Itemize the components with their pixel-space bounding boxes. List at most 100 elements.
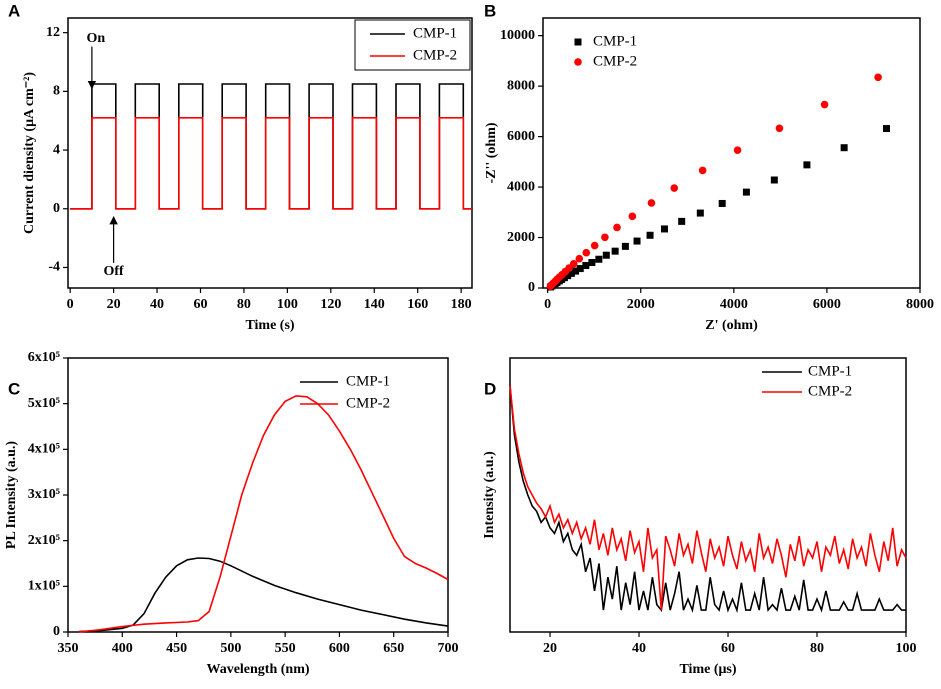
- point: [670, 184, 679, 192]
- point: [660, 225, 668, 233]
- x-tick-label: 80: [237, 297, 251, 312]
- y-tick-label: 0: [528, 280, 535, 295]
- point: [733, 146, 742, 155]
- plot-frame: [542, 17, 921, 289]
- point: [742, 188, 750, 196]
- point: [582, 248, 591, 257]
- x-tick-label: 80: [810, 641, 824, 656]
- point: [698, 166, 707, 175]
- legend-swatch: [574, 38, 582, 46]
- series-line: [509, 385, 907, 611]
- panel: A 0 20 40 60 80 100 120 140 160 180 -4 0 4 8 12 Time (s)…: [8, 1, 473, 333]
- panel-label: A: [8, 1, 20, 20]
- y-tick-label: 10000: [500, 28, 535, 43]
- x-axis-title: Time (s): [245, 318, 294, 333]
- x-tick-label: 40: [150, 297, 164, 312]
- point: [546, 282, 555, 291]
- point: [613, 223, 621, 232]
- point: [696, 209, 704, 217]
- plot-frame: [509, 357, 907, 633]
- point: [646, 231, 654, 239]
- x-tick-label: 400: [112, 641, 133, 656]
- x-tick-label: 650: [383, 641, 404, 656]
- x-tick-label: 40: [632, 641, 646, 656]
- y-axis-title: Intensity (a.u.): [482, 451, 497, 539]
- panel-label: C: [8, 379, 20, 398]
- y-tick-label: 4: [53, 142, 60, 157]
- y-tick-label: 12: [46, 25, 60, 40]
- legend-label: CMP-1: [346, 373, 390, 389]
- point: [770, 176, 778, 184]
- x-tick-label: 180: [451, 297, 472, 312]
- x-tick-label: 500: [220, 641, 241, 656]
- x-tick-label: 350: [58, 641, 79, 656]
- point: [602, 251, 610, 259]
- legend-swatch: [574, 58, 582, 66]
- annotation: Off: [104, 264, 125, 279]
- point: [882, 125, 890, 133]
- point: [590, 241, 599, 250]
- panel: B 0 2000 4000 6000 8000 0 2000 4000 6000 8000 10000…: [484, 1, 934, 333]
- legend-label: CMP-1: [593, 33, 637, 49]
- legend-label: CMP-1: [808, 363, 852, 379]
- point: [775, 124, 784, 133]
- x-tick-label: 4000: [720, 297, 748, 312]
- x-tick-label: 20: [107, 297, 121, 312]
- x-tick-label: 600: [329, 641, 350, 656]
- x-axis-title: Wavelength (nm): [206, 662, 309, 677]
- y-tick-label: 0: [53, 624, 60, 639]
- legend-label: CMP-2: [413, 47, 457, 63]
- point: [611, 247, 619, 255]
- series-line: [509, 385, 906, 614]
- legend-frame: [354, 19, 471, 71]
- x-tick-label: 140: [364, 297, 385, 312]
- plot-frame: [67, 357, 449, 633]
- point: [576, 265, 584, 273]
- y-tick-label: 6x10⁵: [28, 350, 60, 365]
- x-tick-label: 60: [193, 297, 207, 312]
- point: [588, 259, 596, 267]
- x-tick-label: 550: [275, 641, 296, 656]
- point: [718, 199, 726, 207]
- y-tick-label: 3x10⁵: [28, 487, 60, 502]
- x-tick-label: 120: [320, 297, 341, 312]
- series-line: [70, 117, 472, 210]
- x-tick-label: 0: [544, 297, 551, 312]
- x-tick-label: 160: [407, 297, 428, 312]
- point: [628, 212, 637, 221]
- point: [678, 217, 686, 225]
- x-axis-title: Time (μs): [679, 662, 736, 677]
- x-tick-label: 8000: [906, 297, 934, 312]
- y-tick-label: 8000: [507, 78, 535, 93]
- point: [840, 144, 848, 152]
- point: [575, 254, 584, 263]
- point: [621, 242, 629, 250]
- point: [595, 255, 603, 263]
- x-axis-title: Z' (ohm): [705, 318, 758, 333]
- panel-label: D: [484, 379, 496, 398]
- point: [582, 262, 590, 270]
- y-tick-label: 4000: [507, 179, 535, 194]
- point: [567, 269, 575, 277]
- x-tick-label: 100: [277, 297, 298, 312]
- point: [601, 233, 609, 242]
- point: [633, 237, 641, 245]
- y-tick-label: 0: [53, 201, 60, 216]
- y-tick-label: 1x10⁵: [28, 579, 60, 594]
- panel-label: B: [484, 1, 496, 20]
- y-tick-label: 4x10⁵: [28, 442, 60, 457]
- y-axis-title: Current diensity (μA cm⁻²): [22, 72, 37, 234]
- legend-label: CMP-2: [346, 395, 390, 411]
- x-tick-label: 6000: [813, 297, 841, 312]
- x-tick-label: 450: [166, 641, 187, 656]
- y-tick-label: 2x10⁵: [28, 533, 60, 548]
- y-axis-title: -Z'' (ohm): [484, 122, 499, 183]
- series-line: [70, 83, 472, 210]
- panel: C 350 400 450 500 550 600 650 700 0 1x10⁵ 2x10⁵ 3x10…: [4, 350, 458, 677]
- annotation: On: [87, 31, 106, 46]
- x-tick-label: 100: [896, 641, 917, 656]
- series-line: [78, 395, 449, 633]
- series-line: [78, 557, 449, 633]
- y-tick-label: 2000: [507, 230, 535, 245]
